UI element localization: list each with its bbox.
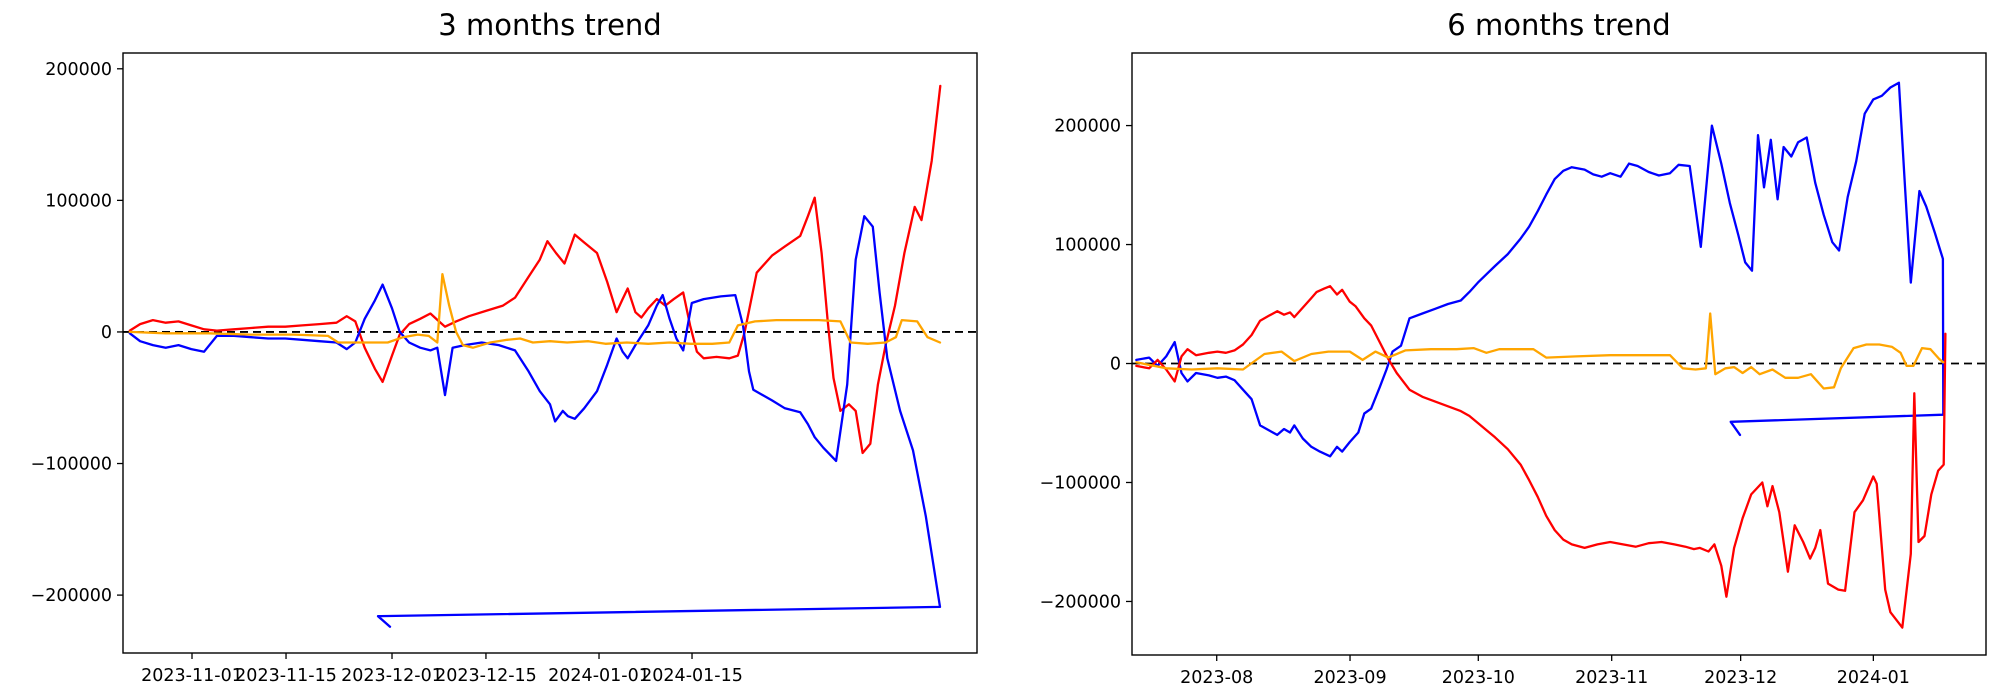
series-line-blue xyxy=(128,215,942,628)
x-tick-label: 2023-12-15 xyxy=(435,666,537,686)
series-line-red xyxy=(128,84,942,455)
series-line-blue xyxy=(1135,81,1945,458)
x-tick-label: 2023-12 xyxy=(1704,668,1777,688)
chart-title-6-months: 6 months trend xyxy=(1447,8,1671,42)
y-tick-label: 200000 xyxy=(45,60,112,80)
series-line-orange xyxy=(1135,312,1945,390)
x-tick-label: 2023-08 xyxy=(1180,668,1253,688)
y-tick-label: −200000 xyxy=(31,586,112,606)
y-tick-label: 0 xyxy=(101,323,112,343)
y-tick-label: 100000 xyxy=(45,191,112,211)
x-tick-label: 2023-11-15 xyxy=(235,666,337,686)
y-tick-label: 100000 xyxy=(1054,236,1121,256)
x-tick-label: 2023-10 xyxy=(1442,668,1515,688)
x-tick-label: 2023-12-01 xyxy=(341,666,443,686)
y-tick-label: −200000 xyxy=(1040,592,1121,612)
x-tick-label: 2024-01-15 xyxy=(641,666,743,686)
x-tick-label: 2023-11 xyxy=(1575,668,1648,688)
x-tick-label: 2023-09 xyxy=(1313,668,1386,688)
y-tick-label: 0 xyxy=(1110,355,1121,375)
x-tick-label: 2024-01 xyxy=(1837,668,1910,688)
axis-frame xyxy=(1131,52,1987,656)
axis-frame xyxy=(122,52,978,654)
x-tick-label: 2024-01-01 xyxy=(548,666,650,686)
series-line-red xyxy=(1135,285,1947,629)
x-tick-label: 2023-11-01 xyxy=(141,666,243,686)
series-line-orange xyxy=(128,272,942,349)
y-tick-label: 200000 xyxy=(1054,117,1121,137)
y-tick-label: −100000 xyxy=(1040,473,1121,493)
y-tick-label: −100000 xyxy=(31,455,112,475)
chart-title-3-months: 3 months trend xyxy=(438,8,662,42)
